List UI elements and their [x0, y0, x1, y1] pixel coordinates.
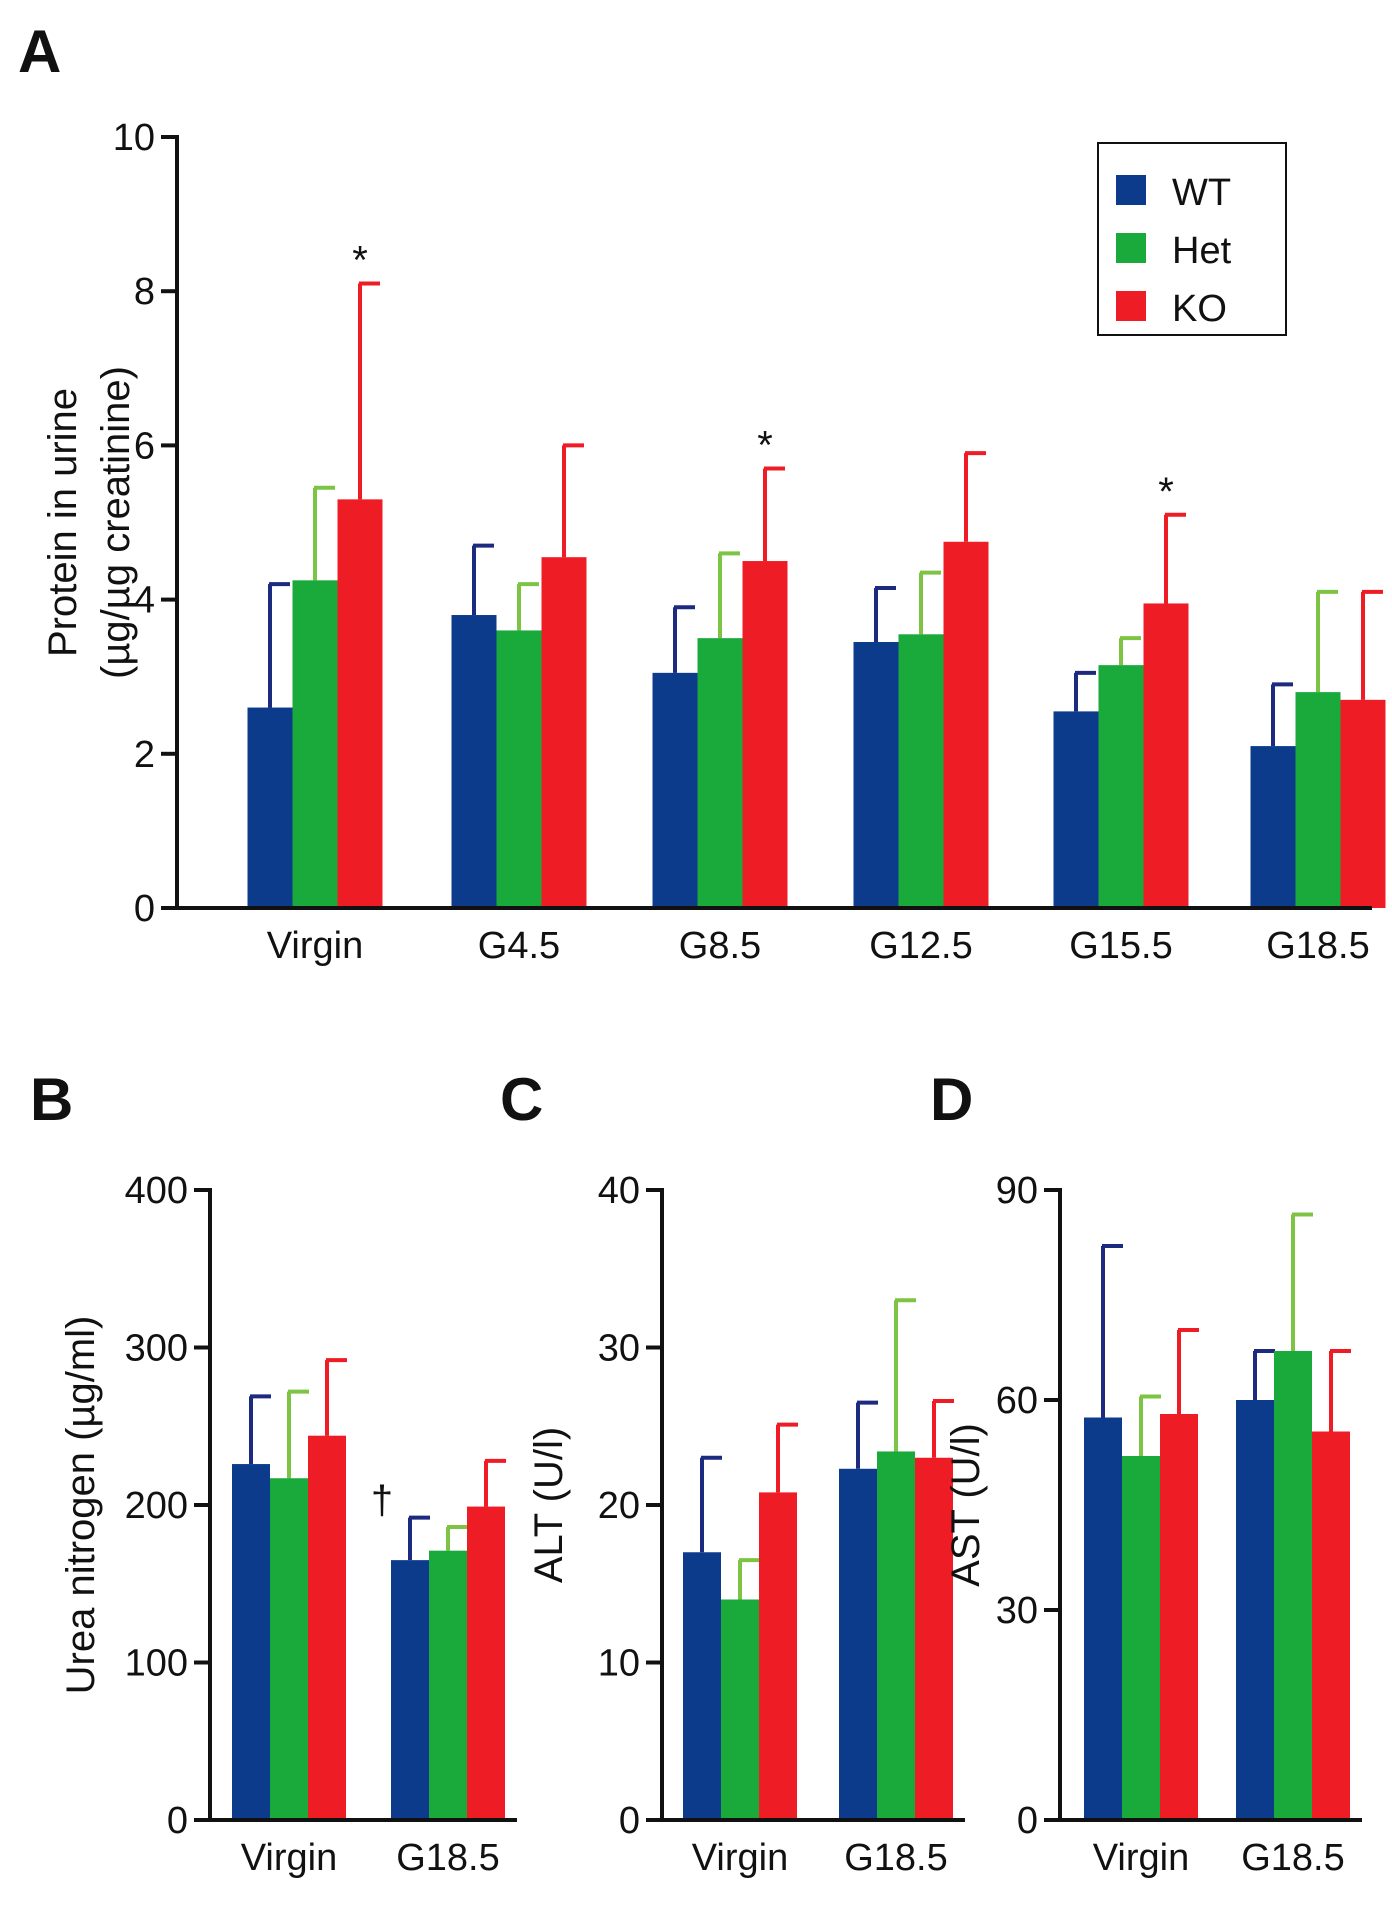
panel-a-category-label: G4.5 — [478, 925, 560, 967]
panel-a-bar-het — [292, 580, 338, 908]
legend-label-ko: KO — [1172, 288, 1227, 330]
panel-b-y-tick-label: 200 — [125, 1485, 188, 1527]
panel-b-category-label: G18.5 — [396, 1837, 500, 1879]
panel-d-bar-ko — [1312, 1431, 1350, 1820]
panel-d-y-axis-title: AST (U/l) — [944, 1423, 988, 1587]
panel-a-bar-het — [898, 634, 944, 908]
panel-a-bar-ko — [742, 561, 788, 908]
panel-a-bar-wt — [451, 615, 497, 908]
panel-a-y-tick-label: 0 — [134, 888, 155, 930]
panel-b-letter: B — [30, 1066, 73, 1133]
panel-a-bar-ko — [943, 541, 989, 908]
panel-b-category-label: Virgin — [241, 1837, 337, 1879]
panel-c-bar-ko — [759, 1492, 797, 1820]
legend-label-het: Het — [1172, 230, 1232, 272]
panel-c-category-label: Virgin — [692, 1837, 788, 1879]
panel-d-bar-het — [1274, 1351, 1312, 1820]
panel-c-y-axis-title: ALT (U/l) — [527, 1427, 571, 1583]
legend-label-wt: WT — [1172, 172, 1231, 214]
panel-b-y-tick-label: 100 — [125, 1643, 188, 1685]
panel-a-bar-het — [1295, 692, 1341, 908]
panel-c-bar-wt — [839, 1468, 877, 1820]
panel-b-bar-het — [429, 1550, 467, 1820]
panel-b-y-axis-title: Urea nitrogen (µg/ml) — [59, 1316, 103, 1695]
panel-b-significance-mark: † — [371, 1479, 393, 1523]
panel-b-bar-ko — [467, 1506, 505, 1820]
panel-b-bar-het — [270, 1478, 308, 1820]
panel-a-bar-het — [496, 630, 542, 908]
panel-a-letter: A — [18, 18, 61, 85]
panel-a-bar-het — [1098, 665, 1144, 908]
panel-a-bar-ko — [1340, 699, 1386, 908]
panel-a-bar-wt — [1250, 746, 1296, 908]
panel-a-category-label: Virgin — [267, 925, 363, 967]
panel-a-bar-wt — [853, 642, 899, 908]
panel-a-significance-mark: * — [757, 424, 773, 468]
panel-a-category-label: G8.5 — [679, 925, 761, 967]
panel-c-y-tick-label: 0 — [619, 1800, 640, 1842]
panel-a-bar-wt — [247, 707, 293, 908]
legend-swatch-ko — [1116, 291, 1146, 321]
panel-a-bar-ko — [1143, 603, 1189, 908]
panel-a-bar-ko — [337, 499, 383, 908]
panel-a-bar-wt — [1053, 711, 1099, 908]
panel-d-y-tick-label: 90 — [996, 1170, 1038, 1212]
panel-b-bar-wt — [232, 1464, 270, 1820]
panel-a-significance-mark: * — [1158, 470, 1174, 514]
panel-c-y-tick-label: 30 — [598, 1328, 640, 1370]
panel-d-letter: D — [930, 1066, 973, 1133]
panel-a-significance-mark: * — [352, 238, 368, 282]
panel-a-bar-ko — [541, 557, 587, 908]
panel-d-bar-wt — [1084, 1417, 1122, 1820]
panel-d-y-tick-label: 30 — [996, 1590, 1038, 1632]
panel-b-y-tick-label: 400 — [125, 1170, 188, 1212]
panel-a-y-axis-title: Protein in urine — [41, 388, 85, 657]
panel-c-y-tick-label: 20 — [598, 1485, 640, 1527]
panel-d-bar-wt — [1236, 1400, 1274, 1820]
panel-c-category-label: G18.5 — [844, 1837, 948, 1879]
legend-swatch-het — [1116, 233, 1146, 263]
panel-a-y-tick-label: 6 — [134, 425, 155, 467]
panel-d-category-label: G18.5 — [1241, 1837, 1345, 1879]
panel-c-bar-wt — [683, 1552, 721, 1820]
panel-a-y-tick-label: 2 — [134, 734, 155, 776]
panel-a-y-axis-subtitle: (µg/µg creatinine) — [94, 366, 138, 679]
panel-c-bar-het — [877, 1451, 915, 1820]
panel-a-category-label: G15.5 — [1069, 925, 1173, 967]
panel-a-y-tick-label: 4 — [134, 580, 155, 622]
panel-b-bar-ko — [308, 1435, 346, 1820]
panel-a-y-tick-label: 8 — [134, 271, 155, 313]
panel-c-bar-het — [721, 1599, 759, 1820]
panel-b-y-tick-label: 300 — [125, 1328, 188, 1370]
panel-c-letter: C — [500, 1066, 543, 1133]
panel-d-y-tick-label: 0 — [1017, 1800, 1038, 1842]
panel-c-y-tick-label: 10 — [598, 1643, 640, 1685]
panel-a-y-tick-label: 10 — [113, 117, 155, 159]
panel-d-bar-ko — [1160, 1414, 1198, 1820]
panel-d-category-label: Virgin — [1093, 1837, 1189, 1879]
panel-a-category-label: G18.5 — [1266, 925, 1370, 967]
panel-a-bar-wt — [652, 672, 698, 908]
legend-swatch-wt — [1116, 175, 1146, 205]
panel-a-bar-het — [697, 638, 743, 908]
panel-b-y-tick-label: 0 — [167, 1800, 188, 1842]
panel-c-y-tick-label: 40 — [598, 1170, 640, 1212]
panel-d-y-tick-label: 60 — [996, 1380, 1038, 1422]
panel-d-bar-het — [1122, 1456, 1160, 1820]
panel-b-bar-wt — [391, 1560, 429, 1820]
panel-c-bar-ko — [915, 1457, 953, 1820]
panel-a-category-label: G12.5 — [869, 925, 973, 967]
